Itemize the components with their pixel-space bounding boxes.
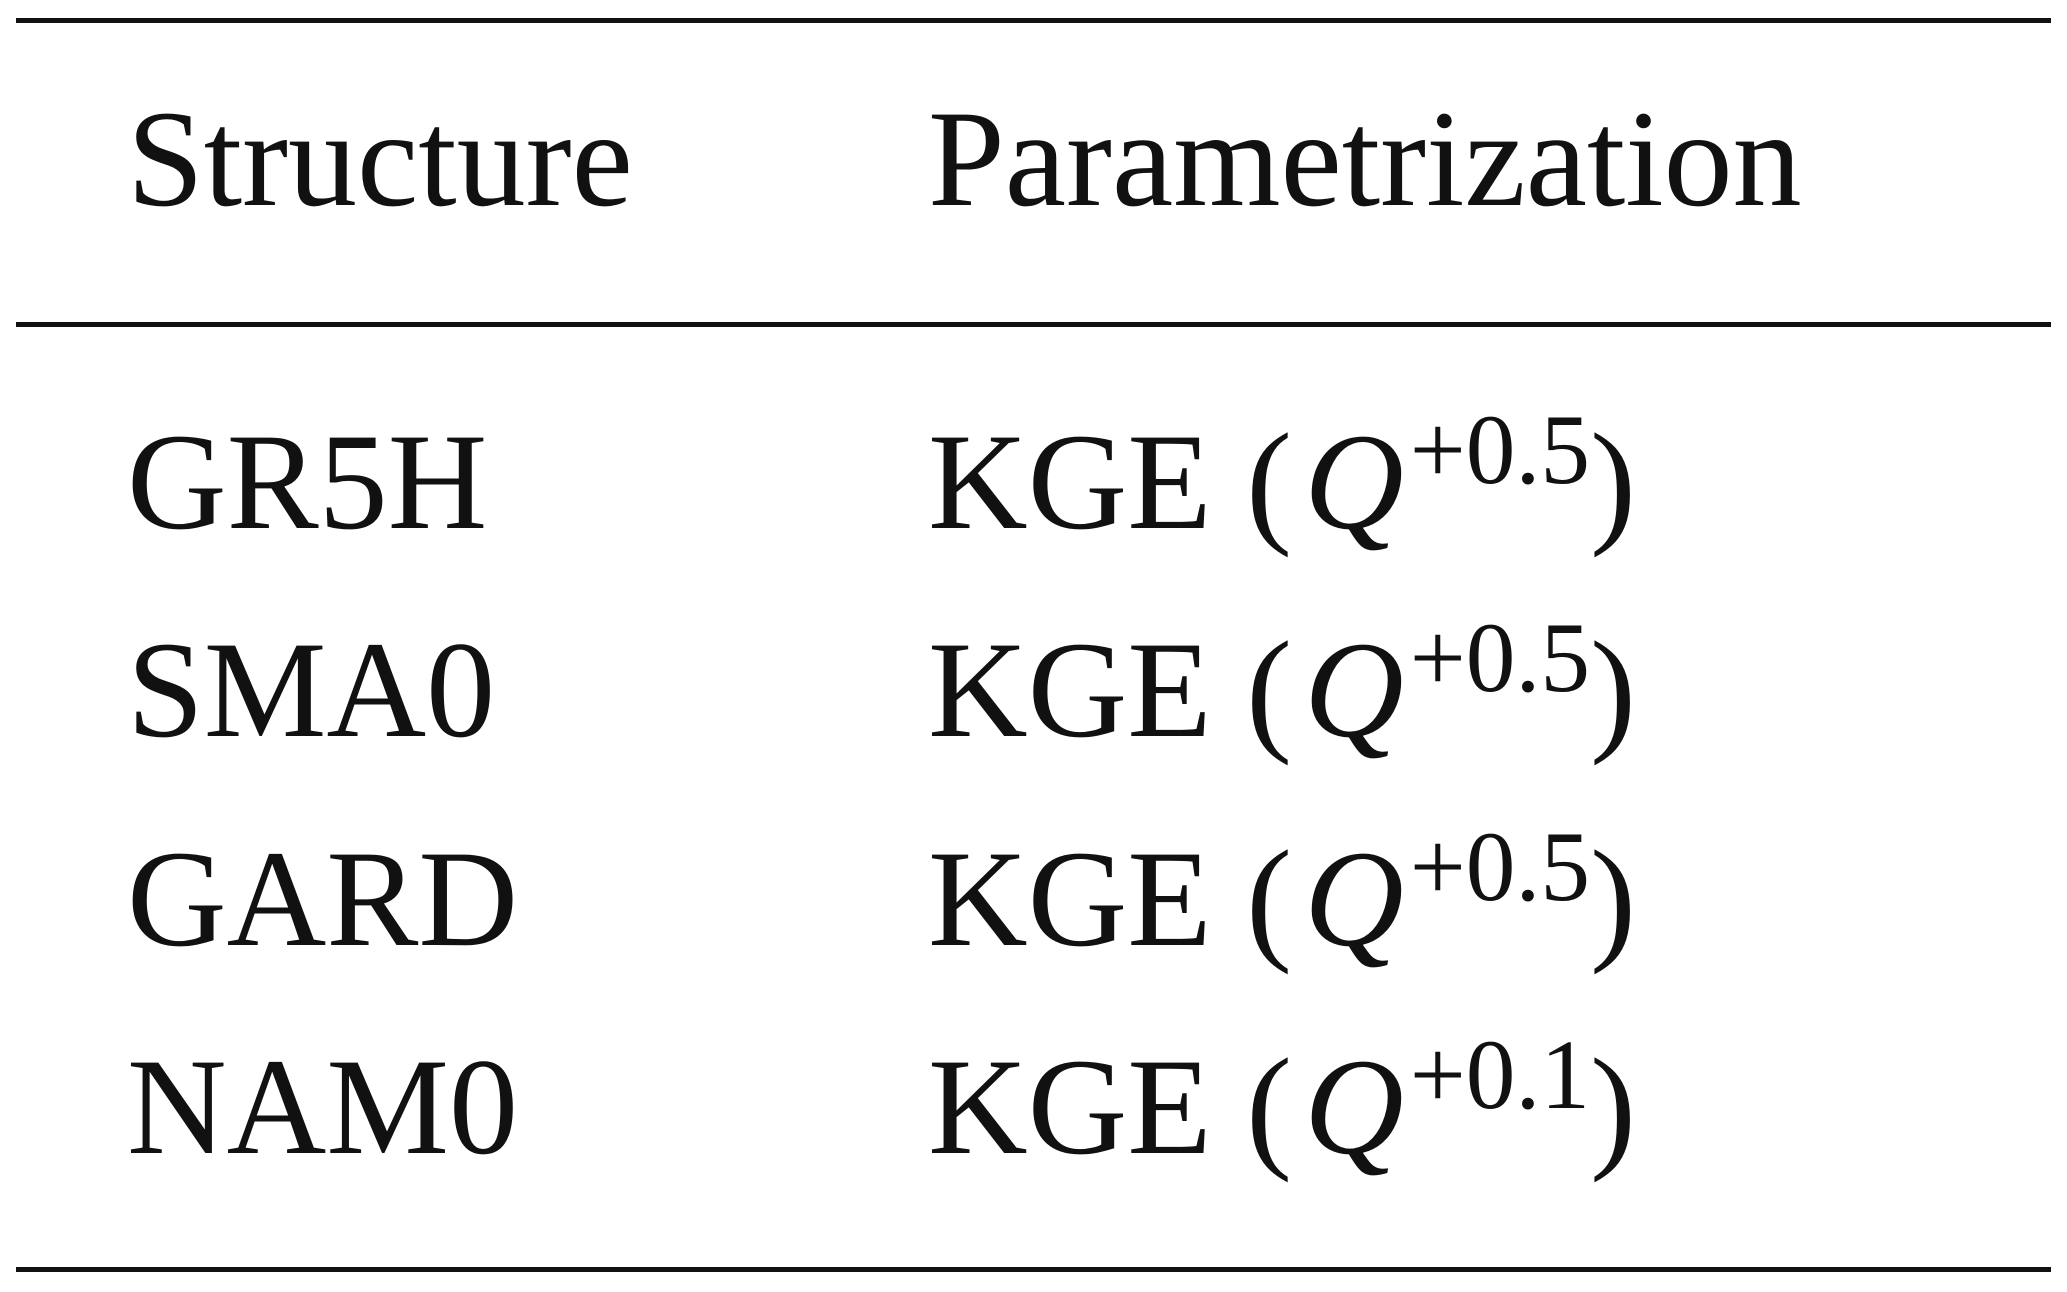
metric-label: KGE: [928, 613, 1212, 766]
exponent: +0.1: [1409, 1020, 1591, 1131]
table-top-rule: [16, 18, 2051, 23]
column-header-parametrization: Parametrization: [928, 82, 1802, 235]
table-cell-parametrization: KGE (Q+0.5): [928, 395, 1636, 558]
exponent: +0.5: [1409, 395, 1591, 506]
metric-label: KGE: [928, 405, 1212, 558]
table-cell-structure: SMA0: [127, 613, 496, 766]
table-cell-parametrization: KGE (Q+0.1): [928, 1020, 1636, 1183]
variable-symbol: Q: [1304, 1030, 1404, 1183]
metric-label: KGE: [928, 1030, 1212, 1183]
table-cell-parametrization: KGE (Q+0.5): [928, 603, 1636, 766]
exponent: +0.5: [1409, 812, 1591, 923]
exponent: +0.5: [1409, 603, 1591, 714]
variable-symbol: Q: [1304, 405, 1404, 558]
variable-symbol: Q: [1304, 822, 1404, 975]
table-cell-parametrization: KGE (Q+0.5): [928, 812, 1636, 975]
metric-label: KGE: [928, 822, 1212, 975]
table-bottom-rule: [16, 1267, 2051, 1272]
table-cell-structure: GARD: [127, 822, 519, 975]
variable-symbol: Q: [1304, 613, 1404, 766]
table-cell-structure: GR5H: [127, 405, 488, 558]
table-cell-structure: NAM0: [127, 1030, 519, 1183]
column-header-structure: Structure: [127, 82, 633, 235]
table-header-rule: [16, 322, 2051, 327]
